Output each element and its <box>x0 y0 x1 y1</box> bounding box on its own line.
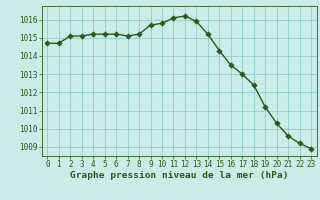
X-axis label: Graphe pression niveau de la mer (hPa): Graphe pression niveau de la mer (hPa) <box>70 171 288 180</box>
